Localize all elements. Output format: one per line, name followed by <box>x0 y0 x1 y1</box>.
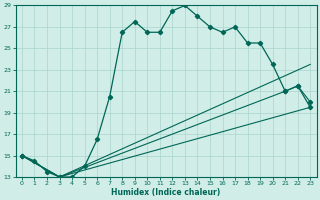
X-axis label: Humidex (Indice chaleur): Humidex (Indice chaleur) <box>111 188 221 197</box>
